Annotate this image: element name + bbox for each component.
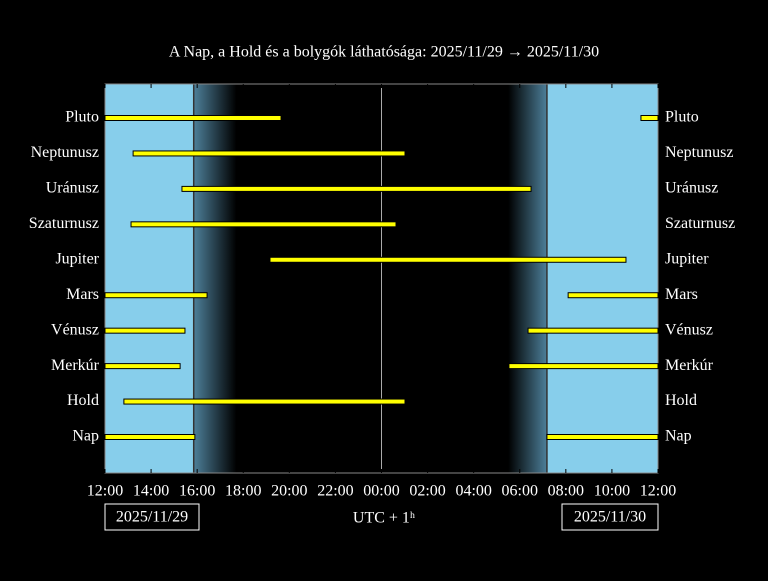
visibility-bar: [123, 398, 406, 405]
visibility-bar: [269, 256, 627, 263]
visibility-bar: [508, 363, 659, 370]
visibility-bar: [104, 327, 186, 334]
row-label: Neptunusz: [31, 144, 99, 161]
row-label: Nap: [665, 428, 692, 445]
visibility-bar: [104, 115, 282, 121]
x-tick-label: 00:00: [363, 483, 399, 500]
x-axis-label: UTC + 1ʰ: [353, 510, 415, 527]
row-label: Pluto: [665, 109, 699, 126]
plot-area: [104, 83, 659, 474]
daylight: [546, 84, 658, 473]
visibility-bar: [527, 327, 659, 334]
visibility-bar: [130, 221, 397, 228]
row-label: Mars: [665, 286, 698, 303]
row-label: Merkúr: [51, 357, 100, 374]
x-tick-label: 16:00: [179, 483, 215, 500]
row-label: Jupiter: [55, 250, 99, 267]
x-tick-label: 14:00: [133, 483, 169, 500]
visibility-bar: [181, 185, 532, 192]
visibility-bar: [104, 292, 208, 299]
x-tick-label: 02:00: [409, 483, 445, 500]
twilight: [508, 84, 547, 473]
chart-title: A Nap, a Hold és a bolygók láthatósága: …: [169, 44, 599, 61]
row-label: Nap: [72, 428, 99, 445]
date-box: [561, 503, 659, 531]
end-date: 2025/11/30: [574, 509, 646, 526]
x-tick-label: 04:00: [455, 483, 491, 500]
visibility-bar: [640, 115, 659, 121]
visibility-bar: [104, 363, 181, 370]
x-tick-label: 20:00: [271, 483, 307, 500]
visibility-bar: [546, 434, 659, 440]
row-label: Hold: [665, 392, 697, 409]
row-label: Szaturnusz: [29, 215, 99, 232]
row-label: Vénusz: [665, 321, 713, 338]
row-label: Mars: [66, 286, 99, 303]
twilight: [193, 84, 237, 473]
x-tick-label: 08:00: [548, 483, 584, 500]
daylight: [105, 84, 194, 473]
x-tick-label: 06:00: [502, 483, 538, 500]
visibility-bar: [132, 150, 406, 157]
start-date: 2025/11/29: [116, 509, 188, 526]
date-box: [104, 503, 200, 531]
x-tick-label: 12:00: [640, 483, 676, 500]
x-tick-label: 12:00: [87, 483, 123, 500]
x-tick-label: 18:00: [225, 483, 261, 500]
row-label: Jupiter: [665, 250, 709, 267]
row-label: Pluto: [65, 109, 99, 126]
visibility-bar: [104, 434, 196, 440]
row-label: Szaturnusz: [665, 215, 735, 232]
x-tick-label: 22:00: [317, 483, 353, 500]
row-label: Hold: [67, 392, 99, 409]
row-label: Merkúr: [665, 357, 714, 374]
x-tick-label: 10:00: [594, 483, 630, 500]
row-label: Vénusz: [51, 321, 99, 338]
row-label: Uránusz: [665, 180, 718, 197]
row-label: Neptunusz: [665, 144, 733, 161]
visibility-bar: [567, 292, 659, 299]
row-label: Uránusz: [46, 180, 99, 197]
